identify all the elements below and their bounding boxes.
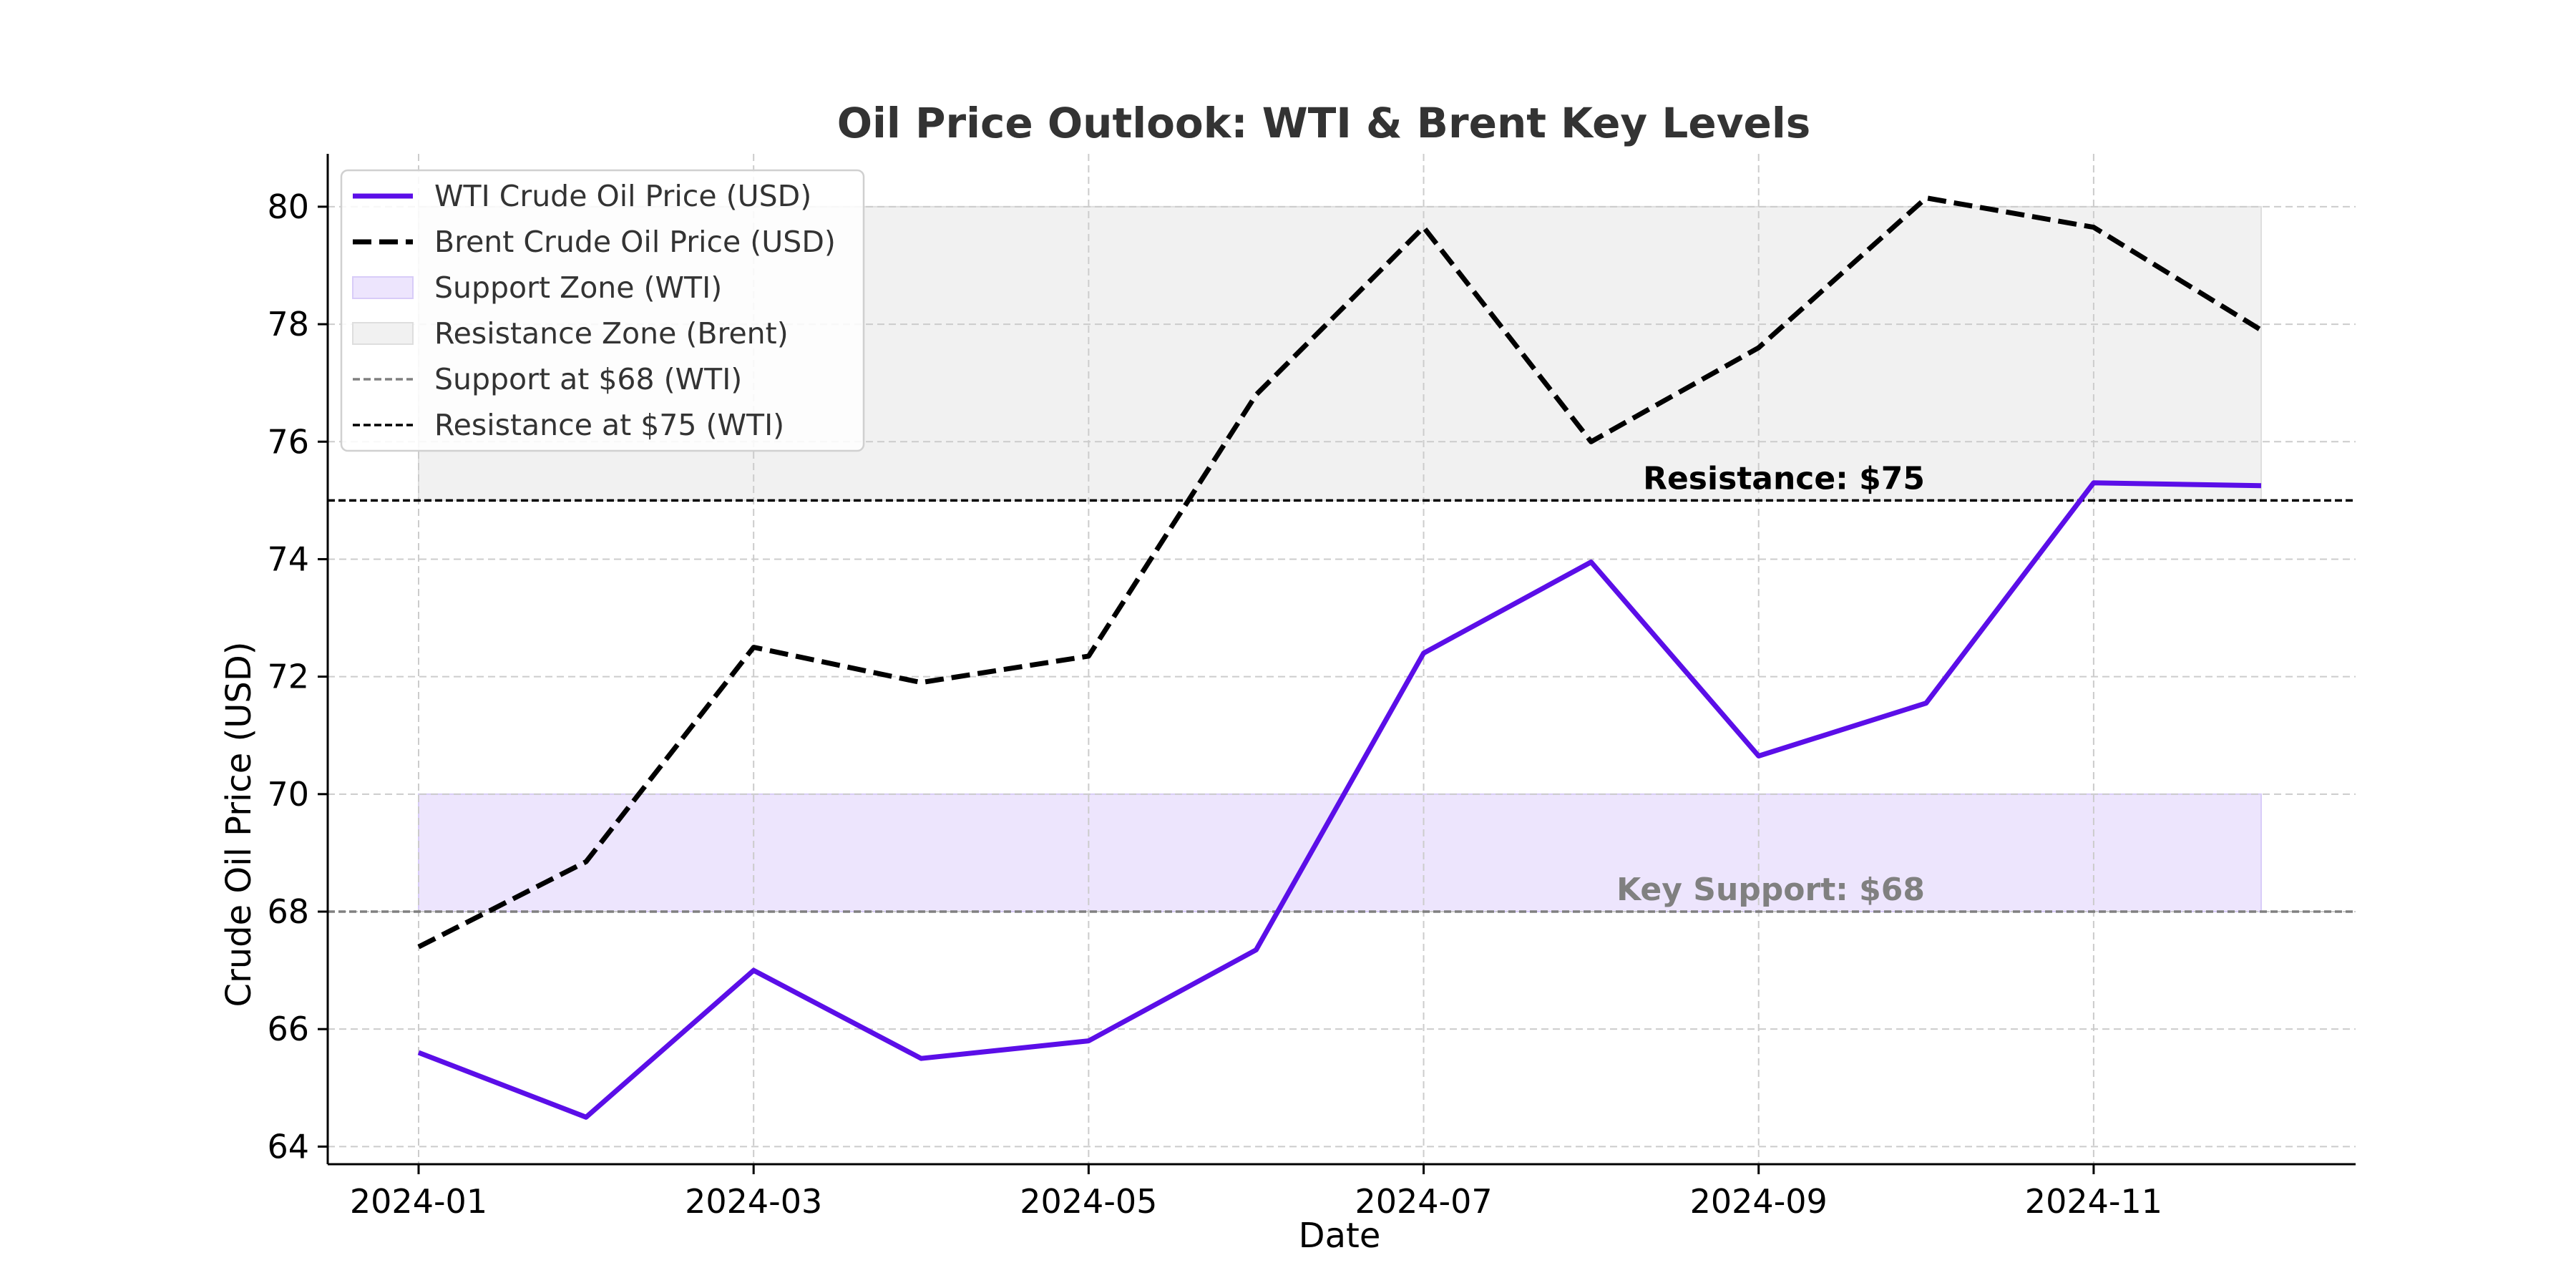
- legend-label: Resistance Zone (Brent): [434, 316, 789, 351]
- y-tick-label: 74: [267, 540, 309, 578]
- legend-swatch: [352, 322, 414, 345]
- x-tick-label: 2024-05: [1020, 1182, 1157, 1221]
- legend-frame: [340, 169, 865, 452]
- reference-line-label: Key Support: $68: [1616, 872, 1925, 908]
- reference-line-label: Resistance: $75: [1643, 460, 1925, 497]
- y-tick-label: 64: [267, 1127, 309, 1166]
- series-line: [417, 195, 2263, 950]
- series-line: [417, 480, 2262, 1120]
- x-tick-label: 2024-03: [685, 1182, 822, 1221]
- legend: WTI Crude Oil Price (USD) Brent Crude Oil…: [340, 169, 865, 452]
- legend-label: Support Zone (WTI): [434, 270, 722, 305]
- x-tick-label: 2024-07: [1355, 1182, 1492, 1221]
- x-tick-label: 2024-01: [350, 1182, 487, 1221]
- y-tick-label: 78: [267, 305, 309, 343]
- legend-swatch: [352, 276, 414, 299]
- x-tick-label: 2024-11: [2025, 1182, 2162, 1221]
- legend-label: Support at $68 (WTI): [434, 362, 742, 396]
- x-axis-title: Date: [1299, 1216, 1381, 1256]
- y-axis-title: Crude Oil Price (USD): [219, 641, 259, 1007]
- y-tick-label: 68: [267, 892, 309, 931]
- chart-title: Oil Price Outlook: WTI & Brent Key Level…: [837, 99, 1811, 147]
- y-tick-label: 72: [267, 658, 309, 696]
- legend-label: Resistance at $75 (WTI): [434, 408, 784, 442]
- y-tick-label: 70: [267, 775, 309, 814]
- y-tick-label: 76: [267, 422, 309, 461]
- y-tick-label: 80: [267, 187, 309, 226]
- legend-label: WTI Crude Oil Price (USD): [434, 179, 811, 213]
- legend-label: Brent Crude Oil Price (USD): [434, 225, 836, 259]
- y-tick-label: 66: [267, 1010, 309, 1048]
- zone-band: [418, 793, 2262, 913]
- x-tick-label: 2024-09: [1690, 1182, 1828, 1221]
